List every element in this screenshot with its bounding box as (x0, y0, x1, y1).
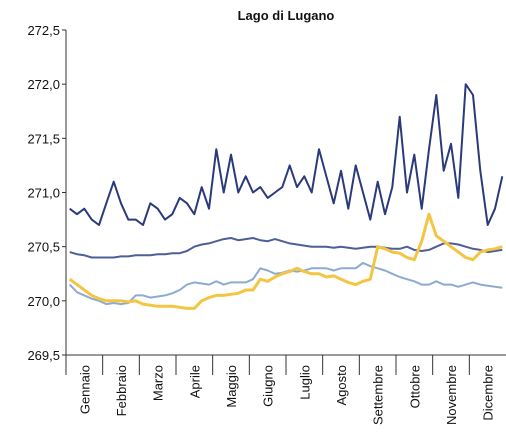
chart-title: Lago di Lugano (238, 8, 335, 23)
x-tick-label: Marzo (151, 365, 166, 401)
series-line (69, 237, 503, 259)
y-tick-label: 270,0 (27, 294, 60, 309)
series-line (68, 261, 503, 306)
x-tick-label: Giugno (261, 365, 276, 407)
y-tick-label: 271,5 (27, 131, 60, 146)
series-line (68, 212, 503, 310)
y-tick-label: 272,5 (27, 23, 60, 38)
y-tick-label: 272,0 (27, 77, 60, 92)
y-tick-label: 269,5 (27, 348, 60, 363)
x-tick-label: Agosto (334, 365, 349, 405)
y-tick-label: 271,0 (27, 186, 60, 201)
x-tick-label: Luglio (297, 365, 312, 400)
x-tick-label: Aprile (187, 365, 202, 398)
y-tick-label: 270,5 (27, 240, 60, 255)
x-tick-label: Dicembre (481, 365, 496, 421)
x-tick-label: Maggio (224, 365, 239, 408)
x-tick-label: Febbraio (114, 365, 129, 416)
x-tick-label: Novembre (444, 365, 459, 425)
x-tick-label: Gennaio (77, 365, 92, 414)
series-line (69, 83, 504, 226)
x-tick-label: Settembre (371, 365, 386, 425)
x-tick-label: Ottobre (407, 365, 422, 408)
